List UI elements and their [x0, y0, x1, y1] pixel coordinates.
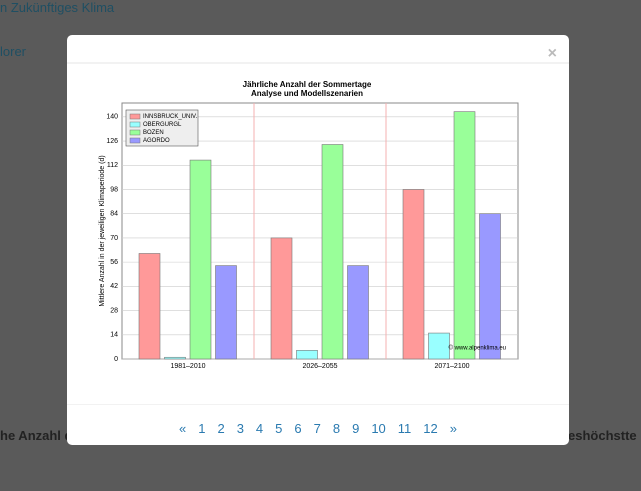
y-tick-label: 14	[110, 332, 118, 339]
page-link[interactable]: 8	[332, 421, 341, 436]
page-link[interactable]: 11	[397, 421, 412, 436]
page-link[interactable]: 12	[423, 421, 438, 436]
tab: lorer	[0, 44, 27, 59]
x-tick-label: 2071–2100	[434, 363, 469, 370]
legend-swatch	[129, 121, 141, 128]
page-link[interactable]: 6	[294, 421, 302, 436]
legend-swatch	[129, 113, 141, 120]
y-tick-label: 84	[110, 211, 118, 218]
bar	[347, 265, 369, 360]
bar	[479, 213, 501, 360]
bar	[215, 265, 237, 360]
y-tick-label: 0	[114, 356, 118, 363]
close-button[interactable]: ×	[547, 45, 557, 62]
pagination: «1 2 3 4 5 6 7 8 9 10 11 12»	[67, 421, 569, 436]
bar	[270, 237, 293, 360]
x-tick-label: 1981–2010	[170, 363, 205, 370]
page-link[interactable]: 1	[198, 421, 206, 436]
bar	[164, 356, 186, 360]
bar	[138, 253, 161, 360]
y-tick-label: 112	[107, 162, 118, 169]
annotation: © www.alpenklima.eu	[449, 345, 506, 352]
chart: Jährliche Anzahl der Sommertage Analyse …	[67, 62, 569, 405]
x-tick-label: 2026–2055	[302, 363, 337, 370]
y-tick-label: 98	[110, 186, 118, 193]
page-title: n Zukünftiges Klima	[0, 0, 115, 15]
heading: eshöchstte	[568, 428, 637, 443]
page-link[interactable]: 10	[371, 421, 386, 436]
legend-label: BOZEN	[143, 130, 164, 136]
chart-subtitle: Analyse und Modellszenarien	[251, 89, 363, 98]
legend-swatch	[129, 129, 141, 136]
page-link[interactable]: »	[449, 421, 457, 436]
bar	[296, 350, 318, 360]
page-link[interactable]: 2	[217, 421, 225, 436]
page-link[interactable]: 9	[352, 421, 360, 436]
modal: × Jährliche Anzahl der Sommertage Analys…	[67, 35, 569, 445]
y-tick-label: 70	[110, 235, 118, 242]
y-tick-label: 140	[106, 114, 118, 121]
page-link[interactable]: 4	[255, 421, 264, 436]
page-link[interactable]: 7	[313, 421, 321, 436]
bar	[321, 144, 344, 360]
legend-swatch	[129, 137, 141, 144]
y-tick-label: 126	[106, 138, 118, 145]
legend-label: AGORDO	[143, 138, 170, 144]
page-link[interactable]: 3	[236, 421, 244, 436]
chart-title: Jährliche Anzahl der Sommertage	[243, 80, 372, 89]
bar	[189, 159, 212, 360]
bar	[402, 189, 425, 360]
y-tick-label: 28	[110, 307, 118, 314]
y-axis-label: Mittlere Anzahl in der jeweiligen Klimap…	[99, 155, 106, 306]
heading: he Anzahl d	[0, 428, 73, 443]
bar	[453, 111, 476, 360]
legend-label: OBERGURGL	[143, 122, 182, 128]
page-link[interactable]: «	[178, 421, 187, 436]
y-tick-label: 56	[110, 259, 118, 266]
y-tick-label: 42	[110, 283, 118, 290]
legend-label: INNSBRUCK_UNIV.	[143, 114, 197, 120]
page-link[interactable]: 5	[275, 421, 283, 436]
bar	[428, 332, 450, 360]
